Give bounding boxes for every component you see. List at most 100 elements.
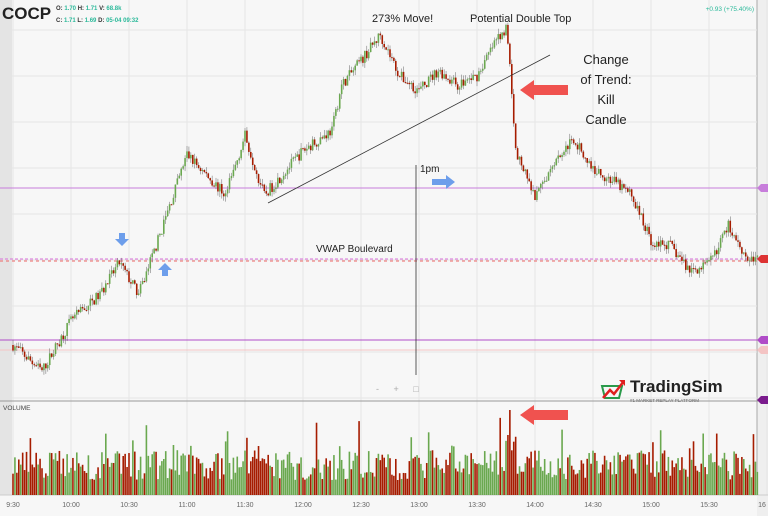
candle — [530, 181, 532, 191]
candle — [671, 240, 674, 244]
volume-bar — [547, 472, 550, 495]
candle — [520, 156, 523, 166]
volume-bar — [155, 451, 157, 495]
candle — [681, 256, 683, 261]
candle — [344, 78, 347, 86]
candle — [540, 183, 542, 188]
time-tick: 14:30 — [584, 502, 602, 509]
volume-bar — [170, 469, 173, 495]
candle — [472, 74, 474, 81]
candle — [27, 356, 30, 360]
candle — [157, 235, 159, 251]
candle — [567, 145, 569, 150]
volume-bar — [209, 467, 211, 495]
volume-bar — [122, 455, 124, 495]
candle — [739, 241, 741, 248]
volume-bar — [447, 465, 449, 495]
candle — [669, 240, 672, 242]
candle — [404, 82, 407, 84]
candle — [588, 161, 590, 163]
zoom-controls[interactable]: - + □ — [376, 384, 425, 394]
open-label: O: — [56, 6, 63, 12]
candle — [456, 84, 459, 90]
volume-bar — [656, 461, 658, 495]
candle — [547, 172, 550, 181]
volume-bar — [458, 461, 461, 495]
candle — [112, 270, 115, 274]
volume-bar — [621, 461, 623, 495]
candle — [644, 225, 646, 231]
candle — [706, 260, 708, 263]
volume-bar — [120, 473, 123, 495]
candle — [236, 160, 239, 165]
volume-bar — [584, 477, 587, 495]
candle — [116, 260, 119, 268]
volume-bar — [746, 471, 749, 495]
volume-bar — [221, 458, 223, 495]
kill-line-1: Change — [583, 52, 629, 67]
candle — [205, 172, 208, 174]
volume-bar — [213, 461, 215, 495]
candle — [29, 356, 32, 361]
volume-bar — [489, 453, 492, 495]
volume-bar — [83, 471, 86, 495]
candle — [431, 74, 434, 80]
candle — [118, 260, 121, 265]
volume-bar — [717, 465, 720, 495]
candle — [686, 265, 689, 270]
candle — [54, 343, 57, 354]
volume-bar — [290, 462, 293, 495]
volume-bar — [700, 463, 703, 495]
volume-bar — [56, 460, 59, 495]
volume-bar — [50, 453, 53, 495]
volume-bar — [255, 458, 258, 495]
candle — [333, 115, 335, 127]
candle — [437, 71, 440, 78]
volume-bar — [692, 441, 695, 495]
candle — [721, 234, 724, 239]
volume-bar — [737, 457, 739, 495]
candle — [56, 343, 59, 345]
candle — [574, 143, 577, 145]
candle — [570, 139, 573, 141]
candle — [483, 60, 486, 69]
candle — [462, 79, 465, 86]
candle — [656, 241, 658, 248]
candle — [354, 65, 356, 71]
volume-bar — [207, 478, 210, 495]
candle — [166, 210, 169, 217]
volume-bar — [590, 463, 592, 495]
volume-bar — [557, 458, 559, 495]
volume-bar — [512, 441, 515, 495]
candle — [362, 56, 364, 63]
volume-bar — [300, 457, 302, 495]
candle — [259, 183, 262, 185]
date-value: 05-04 09:32 — [106, 18, 139, 24]
volume-bar — [166, 478, 169, 495]
candle — [103, 287, 105, 293]
volume-bar — [193, 473, 196, 495]
candle — [611, 181, 614, 183]
volume-bar — [103, 463, 105, 495]
candle — [627, 188, 629, 192]
candle — [395, 60, 397, 71]
candle — [746, 256, 749, 261]
volume-bar — [478, 463, 480, 495]
candle — [443, 74, 445, 79]
candle — [251, 157, 254, 166]
volume-bar — [431, 450, 434, 495]
candle — [164, 216, 167, 220]
volume-bar — [161, 461, 163, 495]
candle — [509, 43, 511, 65]
candle — [683, 259, 685, 261]
volume-bar — [178, 474, 181, 495]
volume-bar — [14, 457, 16, 495]
volume-bar — [257, 446, 260, 495]
volume-bar — [507, 435, 509, 495]
candle — [454, 77, 457, 85]
volume-bar — [319, 472, 322, 495]
candle — [586, 158, 588, 163]
volume-bar — [667, 456, 670, 495]
volume-bar — [673, 467, 675, 495]
